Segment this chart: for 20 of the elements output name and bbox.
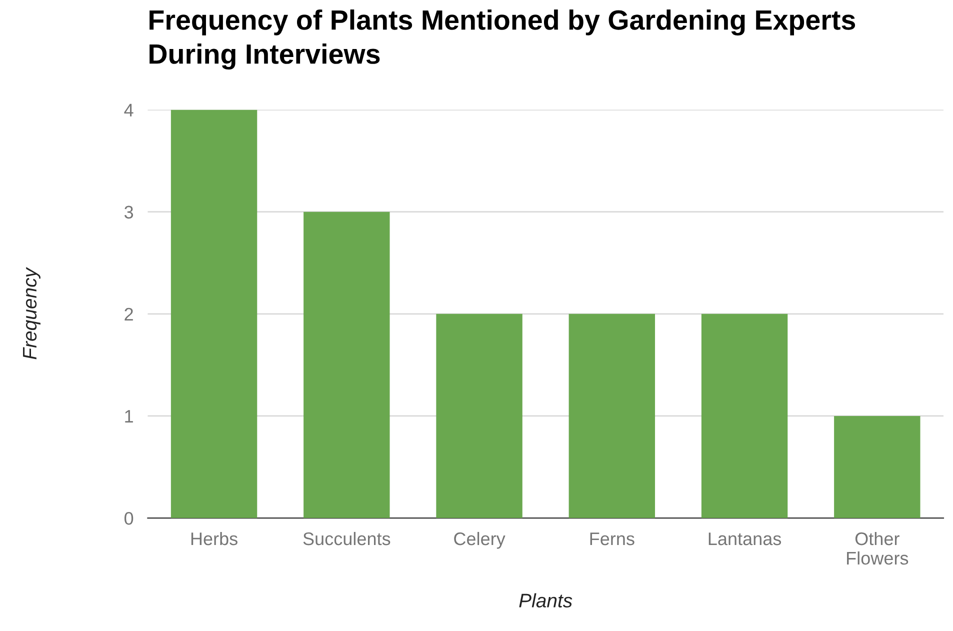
chart-title: Frequency of Plants Mentioned by Gardening Experts During Interviews — [150, 9, 856, 70]
y-axis-title: Frequency — [23, 267, 40, 360]
bar — [436, 314, 522, 518]
x-tick-label: Ferns — [590, 532, 634, 546]
bar — [304, 212, 390, 518]
y-tick-label: 0 — [124, 512, 134, 525]
bar — [568, 314, 656, 518]
x-tick-label: Succulents — [303, 532, 390, 546]
bar — [170, 110, 258, 518]
x-tick-label: Celery — [454, 532, 506, 549]
bar — [834, 416, 920, 518]
y-tick-label: 2 — [124, 308, 133, 320]
x-axis-title: Plants — [519, 593, 572, 608]
y-tick-label: 3 — [124, 206, 134, 219]
x-tick-label: Lantanas — [708, 532, 782, 546]
y-tick-label: 4 — [124, 104, 134, 116]
x-tick-label: Other Flowers — [847, 532, 908, 565]
y-tick-label: 1 — [125, 410, 133, 423]
x-tick-label: Herbs — [191, 532, 238, 546]
bar — [701, 314, 788, 518]
